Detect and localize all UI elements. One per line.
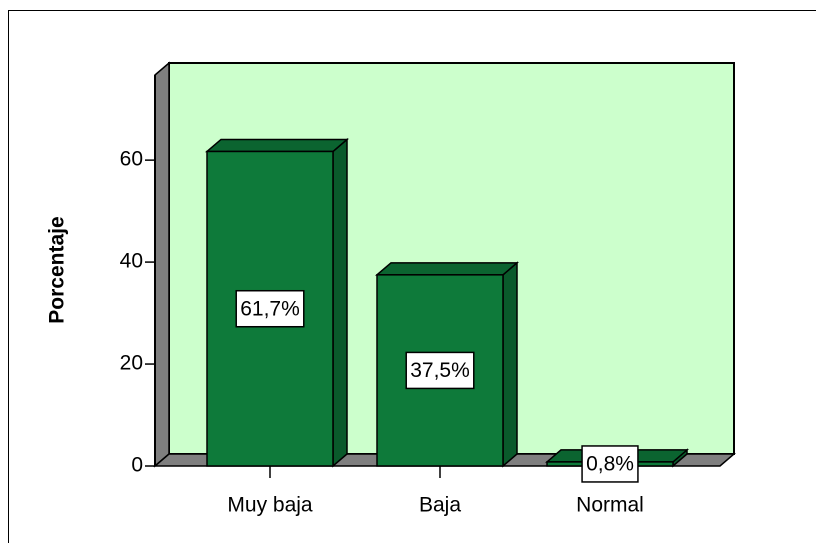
x-tick-label: Muy baja <box>227 494 313 517</box>
bar-top <box>204 138 350 153</box>
value-label-box <box>581 445 639 483</box>
value-label: 61,7% <box>240 297 300 320</box>
left-wall <box>154 61 170 468</box>
y-tick-label: 0 <box>131 454 143 477</box>
value-label: 0,8% <box>586 453 634 476</box>
y-tick-label: 40 <box>120 250 143 273</box>
y-tick-label: 60 <box>120 148 143 171</box>
x-tick-label: Normal <box>576 494 644 517</box>
y-axis-label: Porcentaje <box>46 216 69 323</box>
bar-side <box>332 137 348 468</box>
value-label: 37,5% <box>410 359 470 382</box>
y-tick-label: 20 <box>120 352 143 375</box>
value-label-box <box>405 351 475 390</box>
bar-side <box>502 261 518 468</box>
bar-top <box>374 262 520 276</box>
value-label-box <box>235 289 305 328</box>
x-tick-label: Baja <box>419 494 461 517</box>
